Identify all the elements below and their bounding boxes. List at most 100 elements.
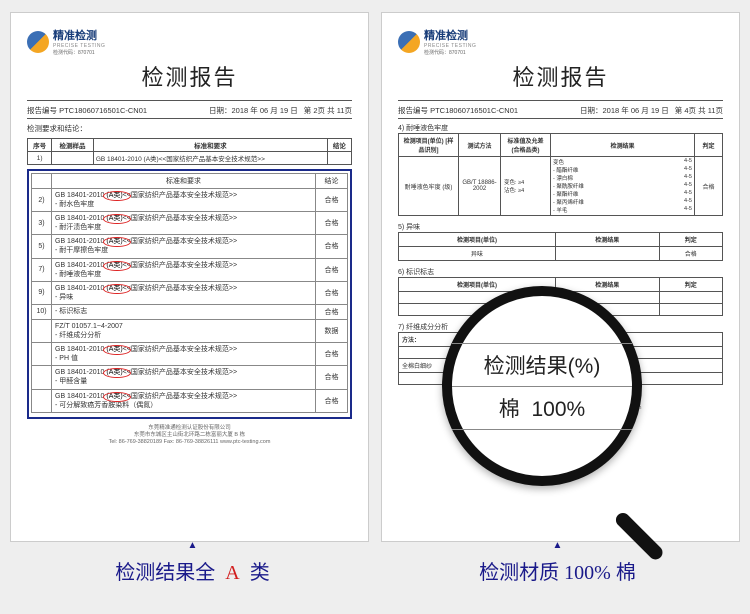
row-idx [32, 343, 52, 366]
meta-row: 报告编号 PTC18060716501C-CN01 日期：2018 年 06 月… [398, 105, 723, 116]
divider [398, 100, 723, 101]
highlight-box: 标准和要求 结论 2)GB 18401-2010 (A类)<<国家纺织产品基本安… [27, 169, 352, 419]
row-req: GB 18401-2010 (A类)<<国家纺织产品基本安全技术规范>>- 耐干… [52, 235, 316, 258]
page-info: 第 4页 共 11页 [675, 105, 723, 116]
row-conc: 合格 [316, 212, 348, 235]
row-idx: 7) [32, 258, 52, 281]
sec5-conc: 合格 [659, 247, 723, 261]
col-std: 标准和要求 [93, 139, 327, 152]
footer-addr: 东莞市东城区主山街北环路二栋富丽大厦 B 栋 [27, 432, 352, 439]
full-sample: 全棉白细纱 [399, 359, 723, 373]
doc-footer: 东莞精准通检测认证股份有限公司 东莞市东城区主山街北环路二栋富丽大厦 B 栋 T… [398, 391, 723, 412]
section5-label: 5) 异味 [398, 222, 723, 232]
th: 检测项目(单位) [399, 278, 556, 292]
logo-brand: 精准检测 [53, 27, 105, 43]
th-limit: 标准值及允差 (合格品类) [501, 134, 551, 157]
logo-cert-code: 检测代码：870701 [53, 49, 105, 56]
report-right: 精准检测 PRECISE TESTING 检测代码：870701 检测报告 报告… [381, 12, 740, 542]
logo-row: 精准检测 PRECISE TESTING 检测代码：870701 [398, 27, 723, 56]
row-req: GB 18401-2010 (A类)<<国家纺织产品基本安全技术规范>>- PH… [52, 343, 316, 366]
th-method: 测试方法 [459, 134, 501, 157]
page-info: 第 2页 共 11页 [304, 105, 352, 116]
report-no: PTC18060716501C-CN01 [430, 106, 518, 115]
table-row: 3)GB 18401-2010 (A类)<<国家纺织产品基本安全技术规范>>- … [32, 212, 348, 235]
row-idx: 5) [32, 235, 52, 258]
standards-table: 标准和要求 结论 2)GB 18401-2010 (A类)<<国家纺织产品基本安… [31, 173, 348, 413]
table-row: 2)GB 18401-2010 (A类)<<国家纺织产品基本安全技术规范>>- … [32, 189, 348, 212]
row-conc: 合格 [316, 304, 348, 319]
row-conc: 合格 [316, 258, 348, 281]
section6-label: 6) 标识标志 [398, 267, 723, 277]
section4-label: 4) 耐唾液色牢度 [398, 123, 723, 133]
th: 检测项目(单位) [399, 233, 556, 247]
th-verdict: 判定 [695, 134, 723, 157]
row-conc: 合格 [316, 235, 348, 258]
col-sample: 检测样品 [52, 139, 94, 152]
sample-cell: 耐唾液色牢度 (级) [399, 157, 459, 216]
table-row: FZ/T 01057.1~4-2007- 纤维成分分析数据 [32, 319, 348, 342]
table-row: GB 18401-2010 (A类)<<国家纺织产品基本安全技术规范>>- 甲醛… [32, 366, 348, 389]
row-idx: 10) [32, 304, 52, 319]
documents-container: 精准检测 PRECISE TESTING 检测代码：870701 检测报告 报告… [0, 0, 750, 542]
doc-title: 检测报告 [27, 60, 352, 92]
row-req: GB 18401-2010 (A类)<<国家纺织产品基本安全技术规范>>- 可分… [52, 389, 316, 412]
report-no-label: 报告编号 [398, 106, 428, 115]
report-left: 精准检测 PRECISE TESTING 检测代码：870701 检测报告 报告… [10, 12, 369, 542]
row-idx: 2) [32, 189, 52, 212]
hl-col-req: 标准和要求 [52, 174, 316, 189]
row-req: - 标识标志 [52, 304, 316, 319]
footer-tel: Tel: 86-769-38820189 Fax: 86-769-3882611… [398, 405, 723, 412]
row-idx [32, 319, 52, 342]
th: 检测结果 [555, 278, 659, 292]
section7-label: 7) 纤维成分分析 [398, 322, 723, 332]
result-cell: 变色4-5- 醋酯纤维4-5- 漂白棉4-5- 聚酰胺纤维4-5- 聚酯纤维4-… [551, 157, 695, 216]
footer-company: 东莞精准通检测认证股份有限公司 [27, 425, 352, 432]
section6-table: 检测项目(单位)检测结果判定 [398, 277, 723, 316]
verdict-cell: 合格 [695, 157, 723, 216]
th: 判定 [659, 278, 723, 292]
col-conc: 结论 [327, 139, 351, 152]
row-req: GB 18401-2010 (A类)<<国家纺织产品基本安全技术规范>>- 甲醛… [52, 366, 316, 389]
logo-cert-code: 检测代码：870701 [424, 49, 476, 56]
table-row: 10)- 标识标志合格 [32, 304, 348, 319]
section-label: 检测要求和结论： [27, 123, 352, 134]
report-no-label: 报告编号 [27, 106, 57, 115]
logo-mark-icon [27, 31, 49, 53]
report-no: PTC18060716501C-CN01 [59, 106, 147, 115]
sec5-item: 异味 [399, 247, 556, 261]
date-label: 日期： [209, 106, 232, 115]
table-row: GB 18401-2010 (A类)<<国家纺织产品基本安全技术规范>>- 可分… [32, 389, 348, 412]
divider [398, 118, 723, 119]
row-conc: 合格 [316, 366, 348, 389]
doc-title: 检测报告 [398, 60, 723, 92]
table-row: GB 18401-2010 (A类)<<国家纺织产品基本安全技术规范>>- PH… [32, 343, 348, 366]
caption-right: 检测材质 100% 棉 [378, 556, 738, 585]
captions-row: 检测结果全 A 类 检测材质 100% 棉 [0, 556, 750, 585]
caption-left: 检测结果全 A 类 [13, 556, 373, 585]
divider [27, 100, 352, 101]
row-idx: 9) [32, 281, 52, 304]
th-result: 检测结果 [551, 134, 695, 157]
row-conc: 合格 [316, 389, 348, 412]
date-value: 2018 年 06 月 19 日 [602, 106, 668, 115]
cap-left-b: A [225, 562, 239, 584]
doc-footer: 东莞精准通检测认证股份有限公司 东莞市东城区主山街北环路二栋富丽大厦 B 栋 T… [27, 425, 352, 446]
row-req: GB 18401-2010 (A类)<<国家纺织产品基本安全技术规范>>- 异味 [52, 281, 316, 304]
logo-row: 精准检测 PRECISE TESTING 检测代码：870701 [27, 27, 352, 56]
footer-tel: Tel: 86-769-38820189 Fax: 86-769-3882611… [27, 439, 352, 446]
th: 判定 [659, 233, 723, 247]
row-conc: 合格 [316, 281, 348, 304]
footer-addr: 东莞市东城区主山街北环路二栋富丽大厦 B 栋 [398, 398, 723, 405]
limit-0: 变色: ≥4 [504, 178, 547, 186]
section7-table: 方法： 全棉白细纱 [398, 332, 723, 385]
row-idx [32, 389, 52, 412]
divider [27, 118, 352, 119]
table-row: 5)GB 18401-2010 (A类)<<国家纺织产品基本安全技术规范>>- … [32, 235, 348, 258]
th-item: 检测项目(单位) [样品识别] [399, 134, 459, 157]
section5-table: 检测项目(单位)检测结果判定 异味合格 [398, 232, 723, 261]
col-idx: 序号 [28, 139, 52, 152]
limit-1: 沾色: ≥4 [504, 186, 547, 194]
mini-std: GB 18401-2010 (A类)<<国家纺织产品基本安全技术规范>> [93, 152, 327, 165]
row-req: GB 18401-2010 (A类)<<国家纺织产品基本安全技术规范>>- 耐唾… [52, 258, 316, 281]
row-req: GB 18401-2010 (A类)<<国家纺织产品基本安全技术规范>>- 耐汗… [52, 212, 316, 235]
